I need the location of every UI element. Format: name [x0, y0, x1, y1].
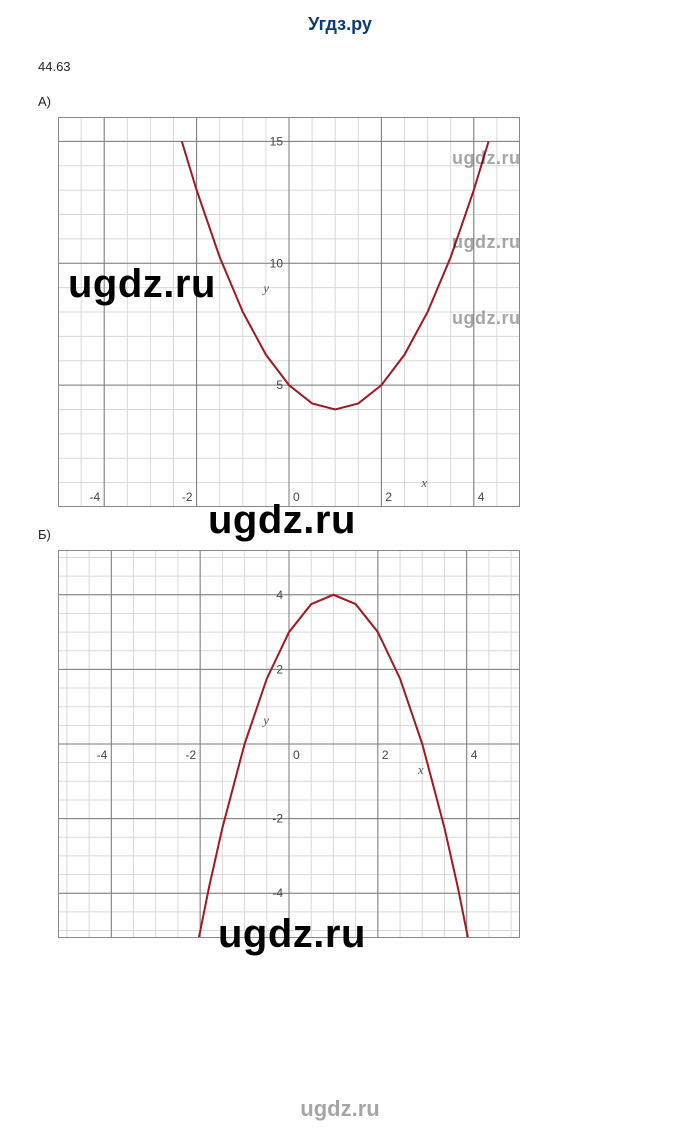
svg-text:-4: -4 — [272, 886, 283, 900]
section-b-label: Б) — [0, 507, 680, 550]
svg-text:x: x — [420, 475, 427, 490]
chart-b: -4 -2 0 2 4 -4 -2 2 4 y x — [58, 550, 520, 938]
svg-text:0: 0 — [293, 490, 300, 504]
svg-text:y: y — [261, 713, 269, 728]
svg-text:-2: -2 — [182, 490, 193, 504]
svg-text:15: 15 — [270, 134, 284, 148]
svg-text:2: 2 — [382, 748, 389, 762]
svg-text:x: x — [417, 762, 424, 777]
svg-text:4: 4 — [478, 490, 485, 504]
svg-text:-4: -4 — [97, 748, 108, 762]
svg-text:2: 2 — [385, 490, 392, 504]
svg-text:-2: -2 — [272, 812, 283, 826]
exercise-number: 44.63 — [0, 35, 680, 74]
svg-text:y: y — [261, 281, 269, 296]
page-title: Угдз.ру — [0, 0, 680, 35]
section-a-label: А) — [0, 74, 680, 117]
svg-text:4: 4 — [471, 748, 478, 762]
svg-text:-4: -4 — [90, 490, 101, 504]
svg-text:4: 4 — [276, 588, 283, 602]
watermark-footer: ugdz.ru — [0, 1096, 680, 1122]
svg-text:0: 0 — [293, 748, 300, 762]
svg-text:10: 10 — [270, 256, 284, 270]
chart-a: -4 -2 0 2 4 5 10 15 y x — [58, 117, 520, 507]
svg-text:2: 2 — [276, 662, 283, 676]
svg-text:-2: -2 — [185, 748, 196, 762]
svg-text:5: 5 — [276, 378, 283, 392]
